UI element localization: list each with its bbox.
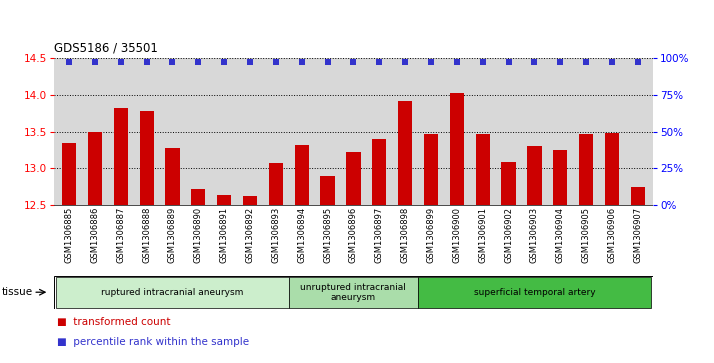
Bar — [450, 93, 464, 205]
Bar — [243, 196, 257, 205]
Point — [141, 60, 152, 65]
Text: GSM1306905: GSM1306905 — [582, 207, 590, 262]
Bar — [321, 176, 335, 205]
Bar — [191, 189, 206, 205]
Text: GSM1306900: GSM1306900 — [453, 207, 461, 262]
Point — [322, 60, 333, 65]
Bar — [166, 148, 180, 205]
Point — [64, 60, 75, 65]
FancyBboxPatch shape — [54, 276, 653, 309]
Text: GSM1306902: GSM1306902 — [504, 207, 513, 262]
Text: GSM1306887: GSM1306887 — [116, 207, 125, 263]
Text: ■  percentile rank within the sample: ■ percentile rank within the sample — [57, 337, 249, 347]
Point — [244, 60, 256, 65]
Point — [477, 60, 488, 65]
Bar — [527, 146, 541, 205]
Text: GSM1306904: GSM1306904 — [555, 207, 565, 262]
Text: GSM1306892: GSM1306892 — [246, 207, 254, 263]
Text: tissue: tissue — [1, 287, 33, 297]
Bar — [295, 145, 309, 205]
FancyBboxPatch shape — [288, 277, 418, 308]
Text: unruptured intracranial
aneurysm: unruptured intracranial aneurysm — [301, 282, 406, 302]
Bar — [630, 187, 645, 205]
Point — [555, 60, 566, 65]
Text: GSM1306901: GSM1306901 — [478, 207, 487, 262]
Point — [270, 60, 281, 65]
Point — [373, 60, 385, 65]
Point — [89, 60, 101, 65]
Text: GSM1306907: GSM1306907 — [633, 207, 643, 263]
Point — [606, 60, 618, 65]
Bar — [88, 132, 102, 205]
Text: GSM1306895: GSM1306895 — [323, 207, 332, 263]
FancyBboxPatch shape — [56, 277, 288, 308]
Bar — [501, 163, 516, 205]
Point — [503, 60, 514, 65]
Text: GSM1306896: GSM1306896 — [349, 207, 358, 263]
Point — [451, 60, 463, 65]
Point — [348, 60, 359, 65]
Text: GSM1306906: GSM1306906 — [608, 207, 616, 263]
Text: GSM1306890: GSM1306890 — [193, 207, 203, 263]
Text: GSM1306893: GSM1306893 — [271, 207, 281, 263]
Text: GSM1306891: GSM1306891 — [220, 207, 228, 263]
Bar — [114, 108, 128, 205]
Bar — [217, 195, 231, 205]
Text: GSM1306899: GSM1306899 — [426, 207, 436, 263]
Point — [296, 60, 308, 65]
Text: GSM1306888: GSM1306888 — [142, 207, 151, 263]
Bar — [553, 150, 568, 205]
Bar — [268, 163, 283, 205]
Bar — [346, 152, 361, 205]
Point — [167, 60, 178, 65]
Text: GSM1306885: GSM1306885 — [64, 207, 74, 263]
Point — [193, 60, 204, 65]
Point — [115, 60, 126, 65]
Bar — [476, 134, 490, 205]
Point — [528, 60, 540, 65]
Bar — [372, 139, 386, 205]
Text: GSM1306894: GSM1306894 — [297, 207, 306, 263]
Bar — [398, 101, 412, 205]
Text: GSM1306903: GSM1306903 — [530, 207, 539, 263]
Text: ■  transformed count: ■ transformed count — [57, 317, 171, 327]
Text: GSM1306897: GSM1306897 — [375, 207, 384, 263]
Text: GSM1306898: GSM1306898 — [401, 207, 410, 263]
Text: GSM1306886: GSM1306886 — [91, 207, 99, 263]
Bar — [605, 133, 619, 205]
Text: superficial temporal artery: superficial temporal artery — [473, 288, 595, 297]
Bar — [62, 143, 76, 205]
Bar — [424, 134, 438, 205]
FancyBboxPatch shape — [418, 277, 650, 308]
Text: GSM1306889: GSM1306889 — [168, 207, 177, 263]
Point — [580, 60, 592, 65]
Text: GDS5186 / 35501: GDS5186 / 35501 — [54, 41, 157, 54]
Bar — [579, 134, 593, 205]
Text: ruptured intracranial aneurysm: ruptured intracranial aneurysm — [101, 288, 243, 297]
Bar — [139, 111, 154, 205]
Point — [218, 60, 230, 65]
Point — [426, 60, 437, 65]
Point — [399, 60, 411, 65]
Point — [632, 60, 643, 65]
